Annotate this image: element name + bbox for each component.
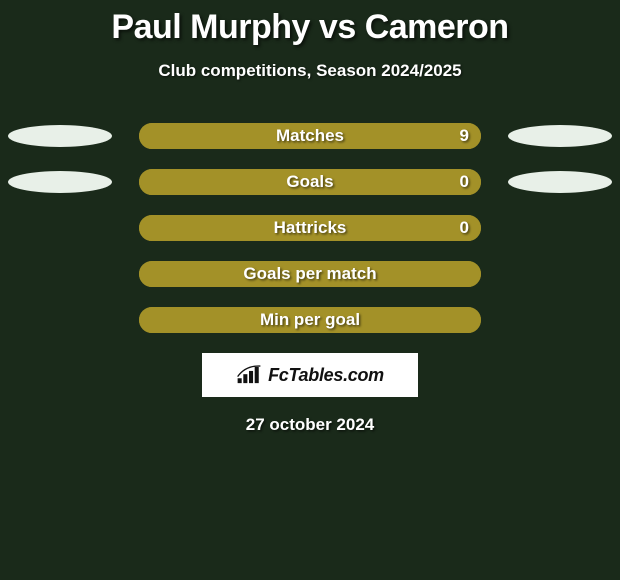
page-title: Paul Murphy vs Cameron xyxy=(0,8,620,47)
stat-bar: Min per goal xyxy=(139,307,481,333)
stat-bar: Goals per match xyxy=(139,261,481,287)
stat-label: Matches xyxy=(139,123,481,149)
stat-value: 0 xyxy=(460,215,469,241)
stat-row: Matches9 xyxy=(0,123,620,149)
stat-label: Goals per match xyxy=(139,261,481,287)
stat-row: Hattricks0 xyxy=(0,215,620,241)
stat-bar: Hattricks0 xyxy=(139,215,481,241)
stat-row: Min per goal xyxy=(0,307,620,333)
stat-value: 0 xyxy=(460,169,469,195)
stat-row: Goals0 xyxy=(0,169,620,195)
bar-chart-icon xyxy=(236,364,262,386)
player1-name: Paul Murphy xyxy=(111,8,310,46)
stat-bar: Goals0 xyxy=(139,169,481,195)
player2-name: Cameron xyxy=(365,8,509,46)
player1-ellipse xyxy=(8,125,112,147)
player2-ellipse xyxy=(508,125,612,147)
stat-label: Hattricks xyxy=(139,215,481,241)
stat-bar: Matches9 xyxy=(139,123,481,149)
stat-label: Goals xyxy=(139,169,481,195)
stat-rows: Matches9Goals0Hattricks0Goals per matchM… xyxy=(0,123,620,333)
logo-text: FcTables.com xyxy=(268,365,384,386)
stat-row: Goals per match xyxy=(0,261,620,287)
stat-label: Min per goal xyxy=(139,307,481,333)
stat-value: 9 xyxy=(460,123,469,149)
vs-text: vs xyxy=(319,8,356,46)
snapshot-date: 27 october 2024 xyxy=(0,415,620,435)
player2-ellipse xyxy=(508,171,612,193)
player1-ellipse xyxy=(8,171,112,193)
subtitle: Club competitions, Season 2024/2025 xyxy=(0,61,620,81)
comparison-infographic: Paul Murphy vs Cameron Club competitions… xyxy=(0,0,620,435)
watermark-logo: FcTables.com xyxy=(202,353,418,397)
